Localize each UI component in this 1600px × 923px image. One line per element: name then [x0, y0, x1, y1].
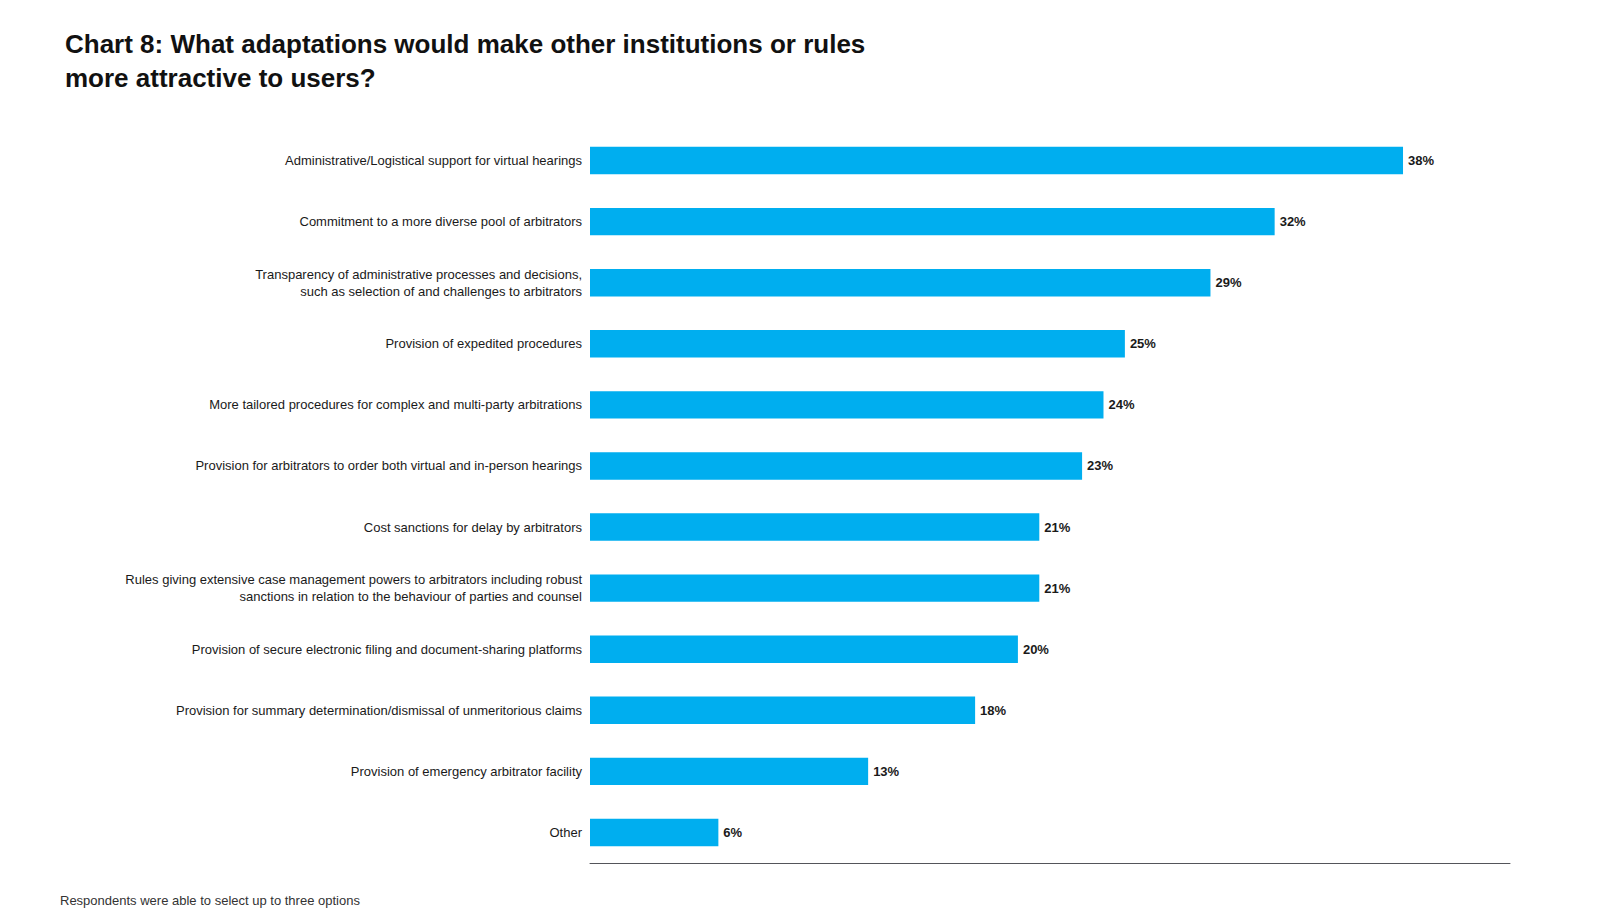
svg-text:Respondents were able to selec: Respondents were able to select up to th…: [60, 893, 360, 908]
svg-text:Rules giving extensive case ma: Rules giving extensive case management p…: [125, 572, 582, 587]
svg-text:32%: 32%: [1280, 214, 1306, 229]
svg-text:Provision of emergency arbitra: Provision of emergency arbitrator facili…: [351, 764, 583, 779]
svg-text:Provision of secure electronic: Provision of secure electronic filing an…: [192, 642, 583, 657]
svg-text:18%: 18%: [980, 703, 1006, 718]
svg-text:Chart 8: What adaptations woul: Chart 8: What adaptations would make oth…: [65, 29, 865, 59]
svg-text:Provision for arbitrators to o: Provision for arbitrators to order both …: [195, 458, 582, 473]
svg-text:more attractive to users?: more attractive to users?: [65, 63, 376, 93]
svg-text:More tailored procedures for c: More tailored procedures for complex and…: [209, 397, 582, 412]
svg-text:21%: 21%: [1044, 520, 1070, 535]
svg-text:Administrative/Logistical supp: Administrative/Logistical support for vi…: [285, 153, 582, 168]
svg-text:38%: 38%: [1408, 153, 1434, 168]
svg-text:29%: 29%: [1215, 275, 1241, 290]
svg-text:Other: Other: [549, 825, 582, 840]
svg-text:sanctions in relation to the b: sanctions in relation to the behaviour o…: [239, 589, 582, 604]
svg-text:Provision of expedited procedu: Provision of expedited procedures: [385, 336, 582, 351]
svg-text:Transparency of administrative: Transparency of administrative processes…: [255, 267, 582, 282]
svg-text:23%: 23%: [1087, 458, 1113, 473]
svg-text:25%: 25%: [1130, 336, 1156, 351]
svg-text:21%: 21%: [1044, 581, 1070, 596]
svg-text:Provision for summary determin: Provision for summary determination/dism…: [176, 703, 583, 718]
svg-text:13%: 13%: [873, 764, 899, 779]
svg-text:Commitment to a more diverse p: Commitment to a more diverse pool of arb…: [300, 214, 583, 229]
svg-text:Cost sanctions for delay by ar: Cost sanctions for delay by arbitrators: [364, 520, 583, 535]
svg-text:such as selection of and chall: such as selection of and challenges to a…: [300, 284, 582, 299]
svg-text:24%: 24%: [1108, 397, 1134, 412]
svg-text:6%: 6%: [723, 825, 742, 840]
svg-text:20%: 20%: [1023, 642, 1049, 657]
